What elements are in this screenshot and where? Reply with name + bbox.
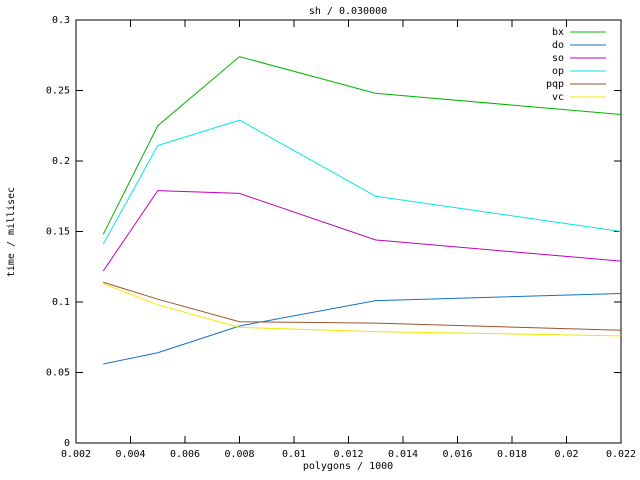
x-tick-label: 0.012: [333, 449, 363, 460]
y-tick-label: 0.3: [52, 15, 70, 26]
y-tick-label: 0.1: [52, 297, 70, 308]
legend-label-op: op: [552, 66, 564, 77]
y-tick-label: 0.2: [52, 156, 70, 167]
x-tick-label: 0.004: [115, 449, 145, 460]
y-tick-label: 0.15: [46, 227, 70, 238]
plot-border: [75, 19, 622, 444]
y-tick-label: 0: [64, 438, 70, 449]
x-tick-label: 0.01: [282, 449, 306, 460]
y-axis-label: time / millisec: [6, 187, 17, 277]
series-line-op: [102, 119, 622, 245]
x-tick-label: 0.018: [497, 449, 527, 460]
x-tick-label: 0.006: [170, 449, 200, 460]
x-tick-label: 0.022: [606, 449, 636, 460]
x-tick-label: 0.008: [224, 449, 254, 460]
legend-label-do: do: [552, 40, 564, 51]
plot-area: 0.002 0.004 0.006 0.008 0.01 0.012 0.014 0.016 0…: [46, 15, 636, 460]
y-tick-label: 0.05: [46, 368, 70, 379]
x-tick-label: 0.014: [388, 449, 418, 460]
y-tick-label: 0.25: [46, 86, 70, 97]
series-line-so: [102, 190, 622, 272]
legend-label-bx: bx: [552, 27, 564, 38]
series-line-vc: [103, 283, 622, 337]
x-tick-label: 0.016: [442, 449, 472, 460]
legend-label-vc: vc: [552, 92, 564, 103]
legend-label-pqp: pqp: [546, 79, 564, 90]
series-line-pqp: [103, 281, 622, 331]
legend-label-so: so: [552, 53, 564, 64]
series-line-bx: [102, 56, 622, 235]
x-axis-label: polygons / 1000: [303, 461, 393, 472]
x-tick-label: 0.02: [554, 449, 578, 460]
x-tick-label: 0.002: [61, 449, 91, 460]
series-line-do: [103, 293, 622, 365]
chart-title: sh / 0.030000: [309, 6, 387, 17]
